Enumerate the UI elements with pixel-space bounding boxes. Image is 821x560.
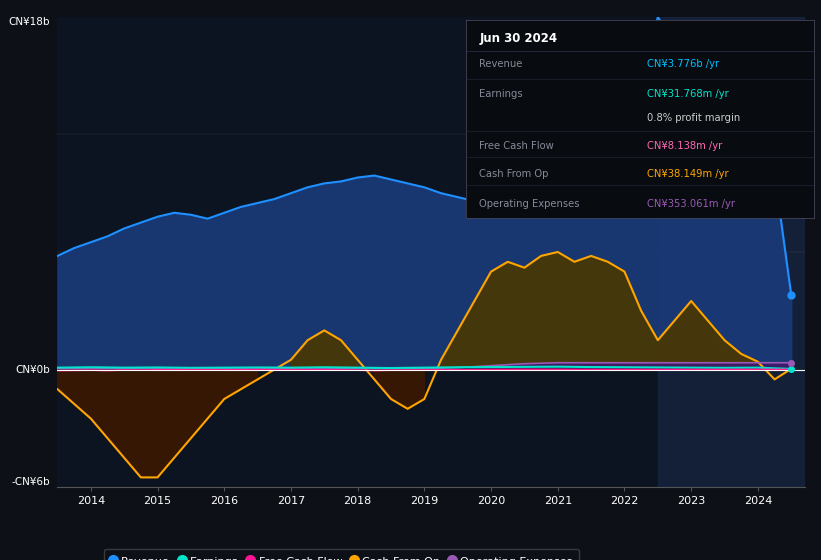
Text: Revenue: Revenue — [479, 59, 523, 69]
Legend: Revenue, Earnings, Free Cash Flow, Cash From Op, Operating Expenses: Revenue, Earnings, Free Cash Flow, Cash … — [103, 549, 579, 560]
Text: Operating Expenses: Operating Expenses — [479, 199, 580, 208]
Bar — [658, 17, 805, 487]
Text: Earnings: Earnings — [479, 89, 523, 99]
Text: CN¥353.061m /yr: CN¥353.061m /yr — [647, 199, 735, 208]
Text: Free Cash Flow: Free Cash Flow — [479, 141, 554, 151]
Text: Cash From Op: Cash From Op — [479, 169, 549, 179]
Text: CN¥31.768m /yr: CN¥31.768m /yr — [647, 89, 729, 99]
Text: CN¥0b: CN¥0b — [16, 365, 50, 375]
Text: Jun 30 2024: Jun 30 2024 — [479, 31, 557, 45]
Text: CN¥18b: CN¥18b — [8, 17, 50, 27]
Text: 0.8% profit margin: 0.8% profit margin — [647, 113, 741, 123]
Text: -CN¥6b: -CN¥6b — [11, 477, 50, 487]
Text: CN¥3.776b /yr: CN¥3.776b /yr — [647, 59, 719, 69]
Text: CN¥38.149m /yr: CN¥38.149m /yr — [647, 169, 728, 179]
Text: CN¥8.138m /yr: CN¥8.138m /yr — [647, 141, 722, 151]
